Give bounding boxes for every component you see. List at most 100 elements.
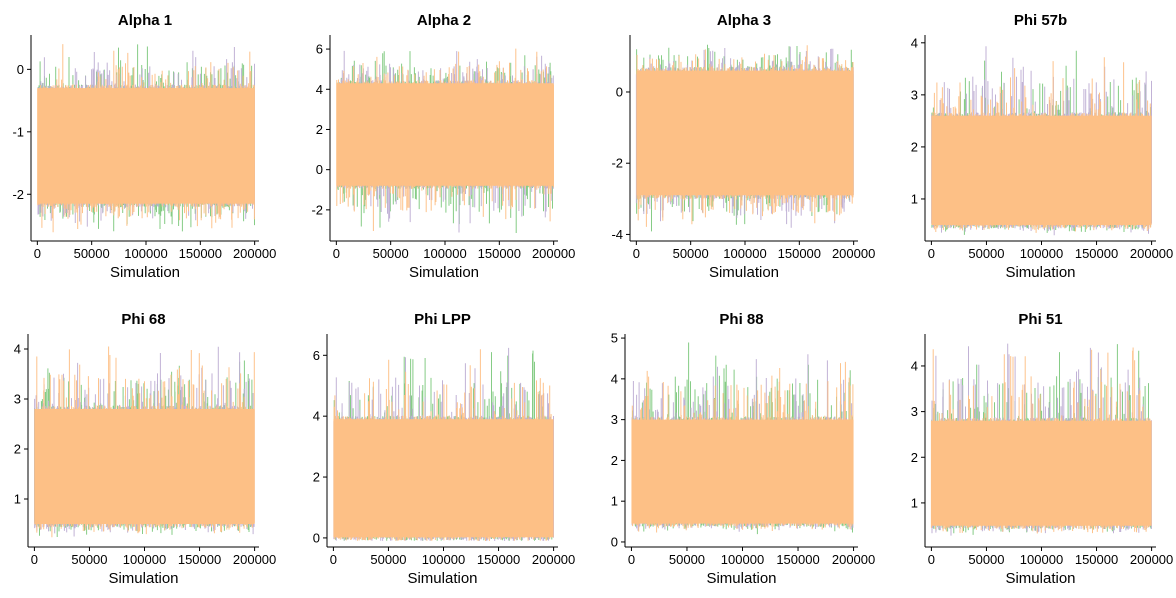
trace-panel: Alpha 2 -2 0 2 4 6 0 50000 100000 150000 200000 Sim… xyxy=(311,12,575,281)
y-tick-label: 2 xyxy=(911,450,918,465)
x-axis-label: Simulation xyxy=(409,264,479,281)
y-tick-label: 0 xyxy=(316,162,323,177)
y-tick-label: 3 xyxy=(911,404,918,419)
x-axis-label: Simulation xyxy=(108,570,178,587)
x-tick-label: 50000 xyxy=(673,246,709,261)
x-tick-label: 50000 xyxy=(370,552,406,567)
trace-band xyxy=(636,70,854,196)
x-tick-label: 50000 xyxy=(373,246,409,261)
x-axis-label: Simulation xyxy=(110,264,180,281)
y-tick-label: 4 xyxy=(313,409,320,424)
trace-band xyxy=(37,88,255,204)
x-tick-label: 150000 xyxy=(778,246,821,261)
y-tick-label: 2 xyxy=(313,470,320,485)
trace-band xyxy=(336,83,554,186)
trace-panel: Alpha 1 -2 -1 0 0 50000 100000 150000 200000 Simu… xyxy=(12,12,276,281)
trace-panel: Phi LPP 0 2 4 6 0 50000 100000 150000 200000 Simul… xyxy=(313,311,576,587)
y-tick-label: 1 xyxy=(911,495,918,510)
x-tick-label: 200000 xyxy=(832,552,875,567)
x-tick-label: 0 xyxy=(333,246,340,261)
panel-title: Phi 88 xyxy=(719,311,763,328)
trace-panel: Phi 57b 1 2 3 4 0 50000 100000 150000 200000 Simul… xyxy=(911,12,1174,281)
panel-title: Alpha 1 xyxy=(118,12,172,29)
x-tick-label: 200000 xyxy=(1130,552,1173,567)
y-tick-label: 6 xyxy=(313,348,320,363)
trace-band xyxy=(931,115,1152,225)
y-tick-label: 3 xyxy=(611,412,618,427)
trace-panel: Phi 68 1 2 3 4 0 50000 100000 150000 200000 Simula… xyxy=(14,311,277,587)
x-tick-label: 50000 xyxy=(74,246,110,261)
y-tick-label: 5 xyxy=(611,331,618,346)
y-tick-label: 4 xyxy=(911,358,918,373)
trace-band xyxy=(34,409,255,524)
trace-band xyxy=(931,420,1152,526)
x-tick-label: 0 xyxy=(928,552,935,567)
y-tick-label: 2 xyxy=(14,442,21,457)
x-tick-label: 50000 xyxy=(968,552,1004,567)
x-tick-label: 100000 xyxy=(422,552,465,567)
y-tick-label: -4 xyxy=(611,227,623,242)
panel-title: Phi 57b xyxy=(1014,12,1067,29)
x-tick-label: 0 xyxy=(31,552,38,567)
y-tick-label: 2 xyxy=(911,139,918,154)
y-tick-label: 0 xyxy=(611,534,618,549)
trace-band xyxy=(333,419,554,538)
x-tick-label: 100000 xyxy=(124,246,167,261)
x-tick-label: 200000 xyxy=(233,552,276,567)
y-tick-label: 4 xyxy=(316,82,323,97)
x-tick-label: 0 xyxy=(330,552,337,567)
x-tick-label: 200000 xyxy=(1130,246,1173,261)
x-tick-label: 100000 xyxy=(123,552,166,567)
y-tick-label: 0 xyxy=(313,530,320,545)
x-tick-label: 200000 xyxy=(532,246,575,261)
y-tick-label: -2 xyxy=(311,202,323,217)
x-tick-label: 200000 xyxy=(832,246,875,261)
panel-title: Alpha 3 xyxy=(717,12,771,29)
y-tick-label: 1 xyxy=(14,492,21,507)
x-tick-label: 150000 xyxy=(179,246,222,261)
y-tick-label: 2 xyxy=(611,453,618,468)
x-tick-label: 200000 xyxy=(233,246,276,261)
x-tick-label: 50000 xyxy=(669,552,705,567)
y-tick-label: 4 xyxy=(611,371,618,386)
x-tick-label: 0 xyxy=(628,552,635,567)
x-tick-label: 150000 xyxy=(478,246,521,261)
x-tick-label: 0 xyxy=(928,246,935,261)
x-tick-label: 200000 xyxy=(532,552,575,567)
x-tick-label: 0 xyxy=(633,246,640,261)
x-tick-label: 150000 xyxy=(776,552,819,567)
y-tick-label: 4 xyxy=(14,342,21,357)
y-tick-label: 1 xyxy=(611,494,618,509)
trace-panel: Alpha 3 -4 -2 0 0 50000 100000 150000 200000 Simu… xyxy=(611,12,875,281)
x-tick-label: 100000 xyxy=(723,246,766,261)
y-tick-label: 2 xyxy=(316,122,323,137)
trace-panel: Phi 88 0 1 2 3 4 5 0 50000 100000 150000 200000 Simu… xyxy=(611,311,875,587)
x-tick-label: 150000 xyxy=(1075,246,1118,261)
panel-title: Phi LPP xyxy=(414,311,471,328)
y-tick-label: 4 xyxy=(911,35,918,50)
x-tick-label: 150000 xyxy=(1075,552,1118,567)
x-tick-label: 50000 xyxy=(71,552,107,567)
y-tick-label: 0 xyxy=(616,84,623,99)
panel-title: Phi 68 xyxy=(121,311,165,328)
y-tick-label: 1 xyxy=(911,191,918,206)
y-tick-label: 3 xyxy=(911,87,918,102)
x-tick-label: 0 xyxy=(34,246,41,261)
x-tick-label: 100000 xyxy=(721,552,764,567)
trace-band xyxy=(631,419,854,524)
y-tick-label: -1 xyxy=(12,124,24,139)
trace-panel: Phi 51 1 2 3 4 0 50000 100000 150000 200000 Simula… xyxy=(911,311,1174,587)
panel-title: Phi 51 xyxy=(1018,311,1062,328)
x-axis-label: Simulation xyxy=(706,570,776,587)
y-tick-label: 0 xyxy=(17,62,24,77)
x-axis-label: Simulation xyxy=(1005,264,1075,281)
y-tick-label: -2 xyxy=(611,156,623,171)
x-tick-label: 100000 xyxy=(1020,246,1063,261)
panel-title: Alpha 2 xyxy=(417,12,471,29)
x-tick-label: 50000 xyxy=(968,246,1004,261)
x-axis-label: Simulation xyxy=(407,570,477,587)
x-tick-label: 150000 xyxy=(178,552,221,567)
x-tick-label: 150000 xyxy=(477,552,520,567)
